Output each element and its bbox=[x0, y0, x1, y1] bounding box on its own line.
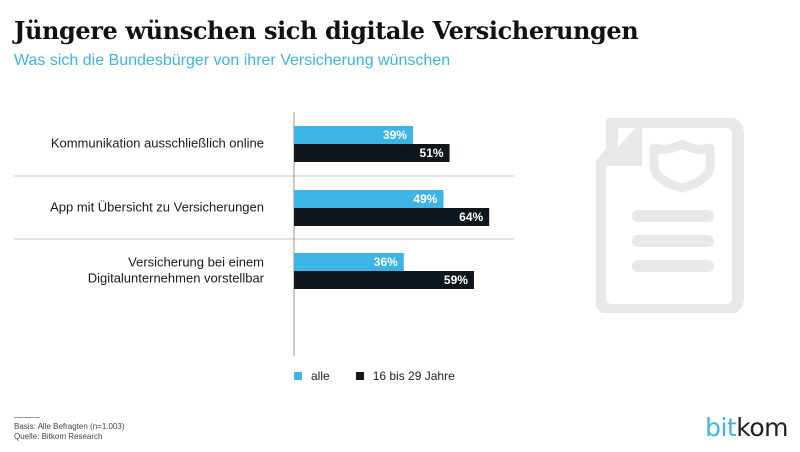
data-label-alle-1: 39% bbox=[383, 128, 407, 142]
chart-subtitle: Was sich die Bundesbürger von ihrer Vers… bbox=[14, 52, 451, 69]
footnote-basis: Basis: Alle Befragten (n=1.003) bbox=[14, 422, 125, 431]
data-label-16-29-1: 51% bbox=[420, 146, 444, 160]
logo-text-bit: bit bbox=[705, 413, 737, 442]
data-label-16-29-3: 59% bbox=[444, 273, 468, 287]
legend-item-16-29: 16 bis 29 Jahre bbox=[355, 369, 455, 383]
footnote-divider bbox=[14, 417, 40, 418]
chart-title: Jüngere wünschen sich digitale Versicher… bbox=[14, 16, 639, 45]
bar-alle-2 bbox=[294, 190, 444, 208]
category-label-3-line-1: Versicherung bei einem bbox=[128, 254, 264, 269]
category-label-1: Kommunikation ausschließlich online bbox=[51, 135, 264, 150]
data-label-alle-2: 49% bbox=[413, 192, 437, 206]
bar-16-29-1 bbox=[294, 144, 450, 162]
data-label-16-29-2: 64% bbox=[459, 210, 483, 224]
footnote-source: Quelle: Bitkom Research bbox=[14, 432, 103, 441]
legend-swatch-alle bbox=[294, 372, 302, 380]
bar-16-29-2 bbox=[294, 208, 490, 226]
bar-alle-3 bbox=[294, 253, 404, 271]
legend-swatch-16-29 bbox=[355, 372, 364, 380]
data-label-alle-3: 36% bbox=[374, 255, 398, 269]
bitkom-logo: bitkom bbox=[705, 413, 788, 442]
insurance-document-shield-icon bbox=[596, 118, 744, 313]
legend-label-16-29: 16 bis 29 Jahre bbox=[372, 369, 455, 383]
bar-16-29-3 bbox=[294, 271, 474, 289]
legend: alle 16 bis 29 Jahre bbox=[294, 369, 481, 383]
legend-label-alle: alle bbox=[311, 369, 330, 383]
legend-item-alle: alle bbox=[294, 369, 330, 383]
logo-text-kom: kom bbox=[736, 413, 788, 442]
bar-alle-1 bbox=[294, 126, 413, 144]
category-label-2: App mit Übersicht zu Versicherungen bbox=[50, 199, 264, 214]
category-label-3-line-2: Digitalunternehmen vorstellbar bbox=[88, 270, 265, 285]
